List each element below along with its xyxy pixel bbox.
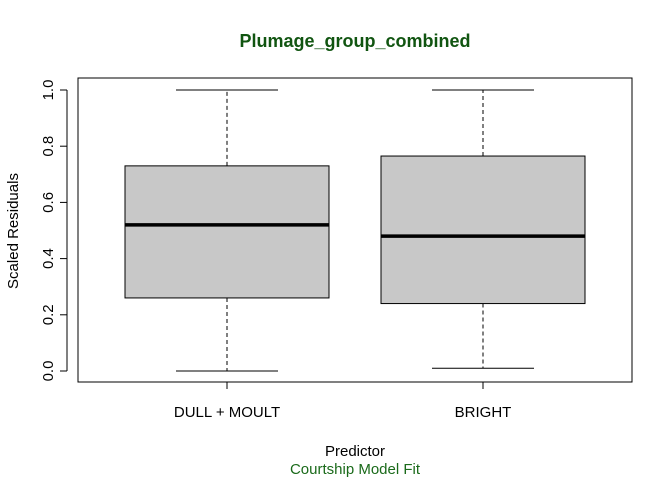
y-tick-label: 0.8 [40,136,57,157]
y-axis: 0.0 0.2 0.4 0.6 0.8 1.0 [40,80,68,382]
box-2 [380,89,586,369]
chart-title: Plumage_group_combined [239,31,470,51]
boxes [124,89,586,372]
box-1 [124,89,330,372]
x-tick-label: DULL + MOULT [174,404,280,421]
x-axis: DULL + MOULT BRIGHT [174,381,512,421]
iqr-box [380,155,586,305]
y-tick-label: 0.4 [40,248,57,269]
y-tick-label: 0.2 [40,304,57,325]
y-tick-label: 0.6 [40,192,57,213]
y-tick-label: 0.0 [40,361,57,382]
y-tick-label: 1.0 [40,80,57,101]
y-axis-label: Scaled Residuals [5,173,22,289]
chart-subtitle: Courtship Model Fit [290,461,421,478]
x-tick-label: BRIGHT [455,404,512,421]
x-axis-label: Predictor [325,443,385,460]
iqr-box [124,165,330,299]
